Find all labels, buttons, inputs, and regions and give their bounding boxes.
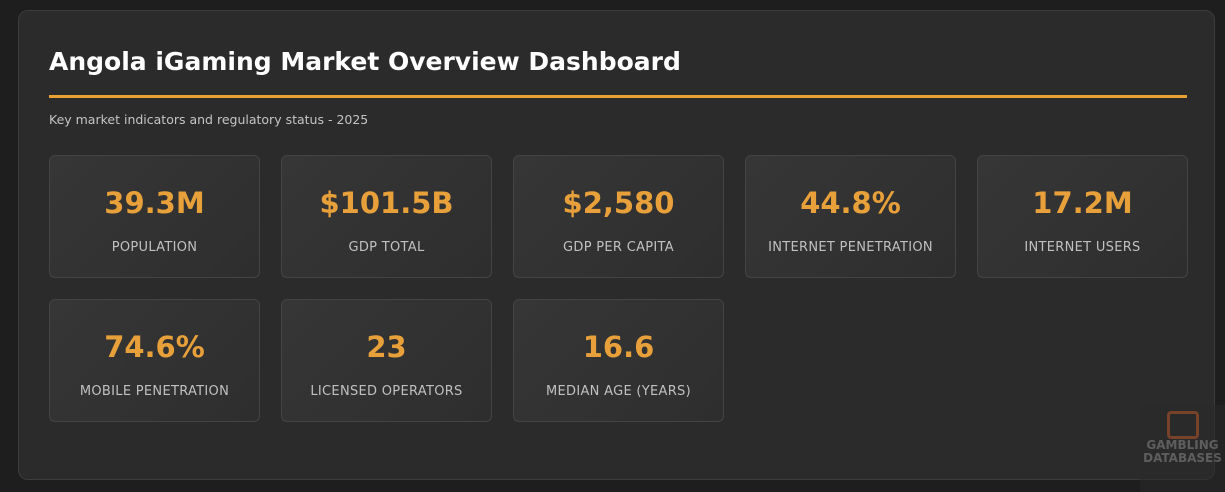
watermark: GAMBLING DATABASES xyxy=(1140,405,1225,492)
title-rule xyxy=(49,95,1187,98)
metric-value: 16.6 xyxy=(582,330,655,364)
metric-card: 17.2M INTERNET USERS xyxy=(977,155,1188,278)
metric-card: 23 LICENSED OPERATORS xyxy=(281,299,492,422)
metric-label: MOBILE PENETRATION xyxy=(79,384,230,399)
metric-label: MEDIAN AGE (YEARS) xyxy=(546,384,691,399)
watermark-text: DATABASES xyxy=(1143,451,1222,465)
metric-value: 44.8% xyxy=(800,186,901,220)
metric-card: 44.8% INTERNET PENETRATION xyxy=(745,155,956,278)
metric-label: LICENSED OPERATORS xyxy=(310,384,463,399)
card-grid: 39.3M POPULATION $101.5B GDP TOTAL $2,580 GDP… xyxy=(49,155,1189,422)
metric-value: 23 xyxy=(366,330,407,364)
metric-card: $101.5B GDP TOTAL xyxy=(281,155,492,278)
metric-label: GDP TOTAL xyxy=(348,240,425,255)
metric-card: 39.3M POPULATION xyxy=(49,155,260,278)
dashboard-title: Angola iGaming Market Overview Dashboard xyxy=(49,47,681,76)
metric-label: GDP PER CAPITA xyxy=(563,240,674,255)
metric-card: $2,580 GDP PER CAPITA xyxy=(513,155,724,278)
metric-value: $101.5B xyxy=(319,186,454,220)
metric-label: INTERNET PENETRATION xyxy=(768,240,933,255)
dashboard-panel: Angola iGaming Market Overview Dashboard… xyxy=(18,10,1215,480)
metric-label: POPULATION xyxy=(111,240,198,255)
metric-value: 39.3M xyxy=(104,186,205,220)
metric-value: 74.6% xyxy=(104,330,205,364)
dashboard-subtitle: Key market indicators and regulatory sta… xyxy=(49,112,369,127)
metric-card: 74.6% MOBILE PENETRATION xyxy=(49,299,260,422)
metric-value: $2,580 xyxy=(562,186,675,220)
metric-card: 16.6 MEDIAN AGE (YEARS) xyxy=(513,299,724,422)
watermark-text: GAMBLING xyxy=(1146,438,1219,452)
metric-label: INTERNET USERS xyxy=(1024,240,1141,255)
metric-value: 17.2M xyxy=(1032,186,1133,220)
watermark-icon xyxy=(1166,411,1199,439)
